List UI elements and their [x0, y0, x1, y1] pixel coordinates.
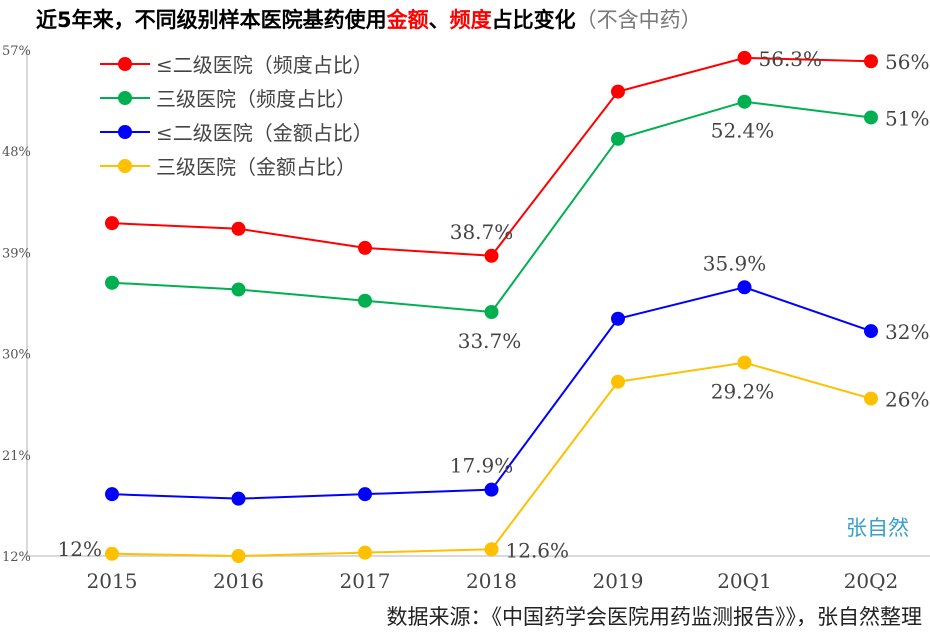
y-tick-label: 21% [2, 449, 31, 464]
data-label: 56.3% [759, 47, 823, 71]
data-label: 12% [58, 537, 102, 561]
x-tick-label: 20Q2 [844, 569, 899, 593]
data-label: 51% [885, 106, 929, 130]
data-source-note: 数据来源：《中国药学会医院用药监测报告》》，张自然整理 [386, 605, 923, 629]
x-tick-label: 2018 [466, 569, 517, 593]
data-label: 26% [885, 388, 929, 412]
y-tick-label: 30% [2, 348, 31, 363]
data-point [611, 131, 625, 146]
data-point [231, 491, 246, 506]
data-label: 12.6% [506, 538, 570, 562]
data-point [231, 549, 246, 563]
data-point [737, 280, 752, 295]
legend-marker [118, 159, 132, 173]
legend-label: ≤二级医院（金额占比） [156, 121, 373, 145]
data-point [105, 275, 119, 290]
data-label: 56% [885, 50, 929, 74]
data-label: 35.9% [703, 251, 767, 275]
watermark: 张自然 [846, 516, 909, 540]
legend-label: 三级医院（金额占比） [156, 155, 356, 179]
data-point [484, 482, 499, 497]
y-tick-label: 12% [2, 550, 31, 565]
data-point [737, 355, 752, 370]
chart-title: 近5年来，不同级别样本医院基药使用金额、频度占比变化（不含中药） [36, 4, 702, 34]
data-point [358, 487, 372, 502]
data-point [358, 240, 372, 255]
data-label: 52.4% [711, 119, 775, 143]
data-point [864, 324, 878, 339]
x-tick-label: 2016 [213, 569, 264, 593]
data-point [105, 487, 119, 502]
data-point [737, 94, 752, 109]
data-point [358, 293, 372, 308]
data-point [105, 546, 119, 561]
data-label: 17.9% [450, 454, 514, 478]
title-highlight-frequency: 频度 [449, 8, 492, 32]
data-point [864, 54, 878, 69]
title-text: 近5年来，不同级别样本医院基药使用 [36, 8, 387, 32]
data-point [484, 248, 499, 263]
title-text-end: 占比变化 [491, 8, 576, 32]
data-point [484, 304, 499, 319]
data-point [737, 50, 752, 65]
data-point [611, 374, 625, 389]
x-tick-label: 20Q1 [717, 569, 772, 593]
y-tick-label: 39% [2, 246, 31, 261]
legend-marker [118, 91, 132, 105]
data-label: 29.2% [711, 380, 775, 404]
x-tick-label: 2015 [87, 569, 138, 593]
data-point [611, 84, 625, 99]
title-suffix: （不含中药） [575, 8, 702, 32]
title-separator: 、 [428, 8, 450, 32]
data-point [864, 391, 878, 406]
legend-marker [118, 125, 132, 139]
legend-marker [118, 57, 132, 71]
x-tick-label: 2017 [340, 569, 391, 593]
x-tick-label: 2019 [593, 569, 644, 593]
data-label: 38.7% [450, 220, 514, 244]
data-point [231, 282, 246, 297]
y-tick-label: 57% [2, 44, 31, 59]
data-label: 33.7% [458, 329, 522, 353]
title-highlight-amount: 金额 [386, 8, 429, 32]
y-tick-label: 48% [2, 145, 31, 160]
data-point [231, 221, 246, 236]
data-label: 32% [885, 320, 929, 344]
legend-label: 三级医院（频度占比） [156, 87, 356, 111]
data-point [864, 110, 878, 125]
legend-label: ≤二级医院（频度占比） [156, 53, 373, 77]
data-point [611, 311, 625, 326]
data-point [105, 216, 119, 231]
data-point [484, 542, 499, 557]
data-point [358, 545, 372, 560]
